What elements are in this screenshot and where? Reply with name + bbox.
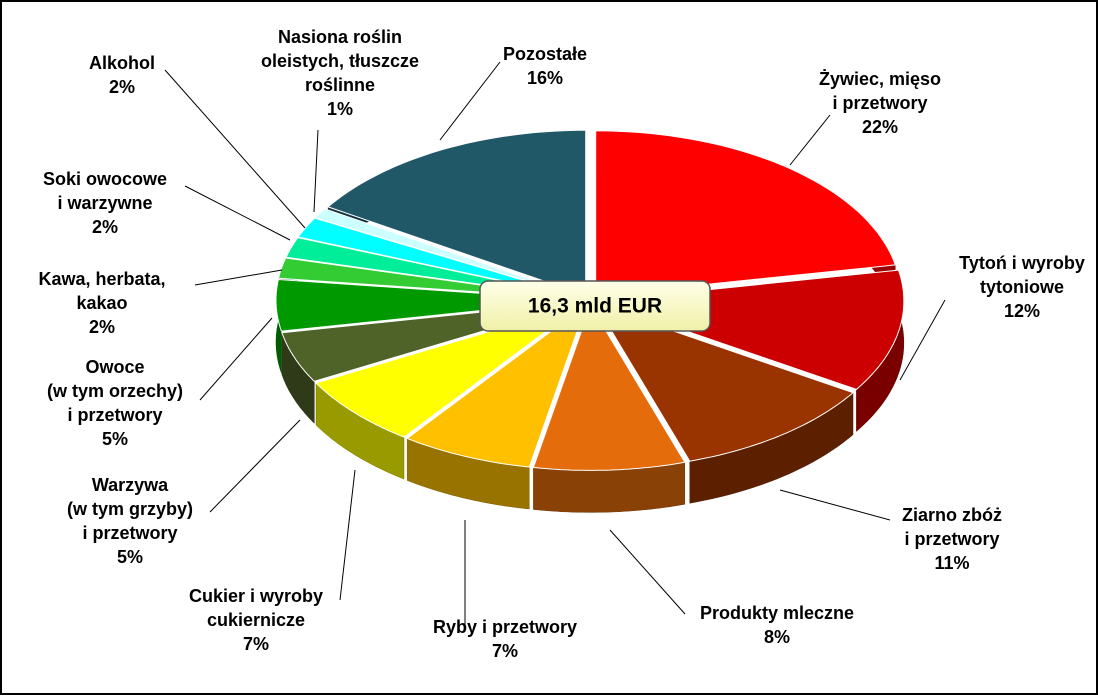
- slice: [327, 129, 587, 297]
- value-label: 12%: [1004, 301, 1040, 321]
- value-label: 2%: [92, 217, 118, 237]
- slice-label: i przetwory: [67, 405, 162, 425]
- value-label: 16%: [527, 68, 563, 88]
- leader-line: [194, 269, 283, 286]
- slice-label: Warzywa: [92, 475, 169, 495]
- slice: [275, 278, 582, 332]
- slice-label: Nasiona roślin: [278, 27, 402, 47]
- pie-tops: [275, 129, 905, 471]
- value-label: 5%: [117, 547, 143, 567]
- slice: [595, 130, 896, 297]
- slice-label: Żywiec, mięso: [819, 69, 941, 89]
- leader-line: [209, 419, 301, 513]
- labels: Żywiec, mięso i przetwory 22% Tytoń i wyrob…: [38, 27, 1084, 661]
- slice-label: oleistych, tłuszcze: [261, 51, 419, 71]
- slice-label: i warzywne: [57, 193, 152, 213]
- slice-label: Kawa, herbata,: [38, 269, 165, 289]
- slice-label: Cukier i wyroby: [189, 586, 323, 606]
- slice-label: Ryby i przetwory: [433, 617, 577, 637]
- leader-line: [164, 69, 306, 229]
- leader-line: [339, 469, 356, 601]
- slice: [406, 303, 588, 468]
- slice-label: roślinne: [305, 75, 375, 95]
- slice-label: Owoce: [85, 357, 144, 377]
- slice-label: Ziarno zbóż: [902, 505, 1002, 525]
- value-label: 22%: [862, 117, 898, 137]
- value-label: 7%: [492, 641, 518, 661]
- slice-label: Soki owocowe: [43, 169, 167, 189]
- leader-line: [199, 317, 273, 401]
- value-label: 2%: [109, 77, 135, 97]
- value-label: 5%: [102, 429, 128, 449]
- slice: [594, 303, 854, 462]
- slice-label: (w tym grzyby): [67, 499, 193, 519]
- slice-label: i przetwory: [82, 523, 177, 543]
- center-box: [479, 280, 711, 332]
- leader-line: [899, 299, 946, 381]
- slice-label: Produkty mleczne: [700, 603, 854, 623]
- slice: [315, 303, 584, 438]
- value-label: 7%: [243, 634, 269, 654]
- slice-label: i przetwory: [832, 93, 927, 113]
- leader-line: [609, 529, 686, 615]
- value-label: 2%: [89, 317, 115, 337]
- value-label: 1%: [327, 99, 353, 119]
- leader-line: [779, 489, 891, 521]
- slice-label: Tytoń i wyroby: [959, 253, 1085, 273]
- slice: [314, 208, 583, 298]
- slice-label: i przetwory: [904, 529, 999, 549]
- slice-label: Pozostałe: [503, 44, 587, 64]
- slice-label: kakao: [76, 293, 127, 313]
- leader-line: [184, 185, 291, 241]
- leader-line: [789, 114, 831, 166]
- value-label: 8%: [764, 627, 790, 647]
- slice: [532, 304, 686, 471]
- leader-line: [439, 61, 501, 141]
- slice: [297, 217, 583, 299]
- slice-label: Alkohol: [89, 53, 155, 73]
- slice-label: cukiernicze: [207, 610, 305, 630]
- leader-line: [313, 129, 319, 213]
- slice-label: (w tym orzechy): [47, 381, 183, 401]
- slice-label: tytoniowe: [980, 277, 1064, 297]
- center-label: 16,3 mld EUR: [528, 295, 662, 318]
- value-label: 11%: [934, 553, 969, 573]
